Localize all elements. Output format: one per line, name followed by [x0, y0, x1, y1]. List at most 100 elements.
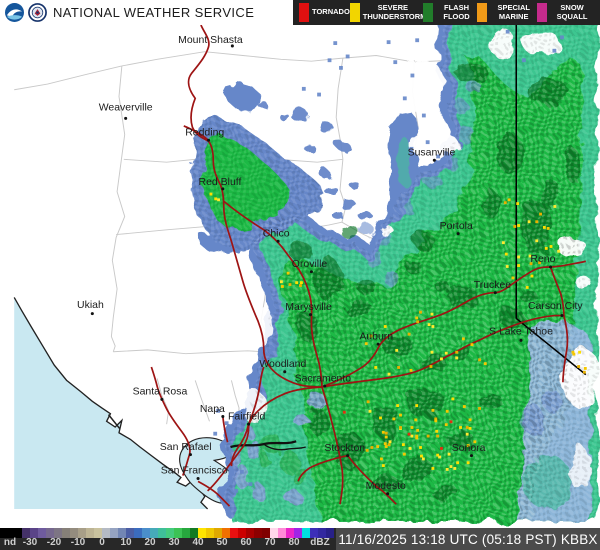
radar-map[interactable]: Mount Shasta Weaverville Redding Red Bluff S…	[0, 25, 600, 528]
colorbar-tick: 0	[99, 537, 105, 548]
state-border-ca-nv	[515, 25, 587, 376]
colorbar-segment	[198, 528, 206, 538]
warning-label: SNOW SQUALL	[556, 3, 588, 21]
city-label: San Francisco	[161, 466, 228, 477]
city-dot	[493, 291, 497, 295]
city-label: Red Bluff	[199, 177, 242, 188]
city-label: Marysville	[285, 302, 332, 313]
timestamp-text: 11/16/2025 13:18 UTC (05:18 PST) KBBX	[338, 531, 598, 547]
warning-swatch	[422, 3, 433, 22]
colorbar-ticks: nd -30 -20 -10 0 10 20 30 40 50 60 70 80 dBZ	[0, 537, 336, 550]
city-label: Fairfield	[228, 411, 265, 422]
city-label: Ukiah	[77, 300, 104, 311]
colorbar-segment	[54, 528, 62, 538]
colorbar-segment	[150, 528, 158, 538]
colorbar-segment	[206, 528, 214, 538]
city-label: Modesto	[366, 481, 406, 492]
colorbar-segment	[182, 528, 190, 538]
colorbar-segment	[70, 528, 78, 538]
colorbar-segment	[278, 528, 286, 538]
colorbar-segment	[102, 528, 110, 538]
highways	[150, 25, 587, 507]
pacific-ocean	[14, 297, 208, 509]
colorbar-segments	[0, 528, 336, 538]
colorbar-segment	[94, 528, 102, 538]
warning-item-severe-thunderstorm: SEVERE THUNDERSTORM	[349, 3, 426, 22]
city-label: Susanville	[408, 148, 456, 159]
colorbar-tick: -20	[46, 537, 62, 548]
city-label: S Lake Tahoe	[489, 327, 553, 338]
city-dot	[124, 116, 128, 120]
city-dot	[207, 138, 211, 142]
warning-label: SPECIAL MARINE	[497, 3, 530, 21]
city-label: Weaverville	[99, 103, 153, 114]
colorbar-segment	[254, 528, 262, 538]
colorbar-segment	[190, 528, 198, 538]
city-label: Redding	[185, 128, 224, 139]
warning-swatch	[537, 3, 548, 22]
city-dot	[456, 232, 460, 236]
colorbar-tick: -10	[70, 537, 86, 548]
radar-precipitation-layer	[191, 25, 600, 522]
city-dot	[188, 453, 192, 457]
city-label: Auburn	[359, 331, 393, 342]
agency-brand	[0, 3, 47, 22]
colorbar-segment	[166, 528, 174, 538]
city-dot	[376, 342, 380, 346]
city-label: Truckee	[474, 280, 512, 291]
warning-swatch	[349, 3, 360, 22]
reflectivity-colorbar: nd -30 -20 -10 0 10 20 30 40 50 60 70 80 dBZ	[0, 528, 336, 550]
colorbar-segment	[46, 528, 54, 538]
city-label: Mount Shasta	[178, 35, 243, 46]
warning-item-flash-flood: FLASH FLOOD	[422, 3, 477, 22]
city-label: Stockton	[324, 443, 365, 454]
header-bar: NATIONAL WEATHER SERVICE TORNADO SEVERE T…	[0, 0, 600, 25]
coastline	[13, 297, 209, 510]
city-dot	[519, 338, 523, 342]
city-dot	[160, 397, 164, 401]
colorbar-segment	[110, 528, 118, 538]
tomales-bay	[107, 414, 121, 430]
colorbar-segment	[238, 528, 246, 538]
warning-swatch	[477, 3, 488, 22]
city-dot	[276, 239, 280, 243]
city-labels: Mount Shasta Weaverville Redding Red Bluff S…	[77, 35, 583, 496]
city-dot	[386, 492, 390, 496]
colorbar-segment	[294, 528, 302, 538]
colorbar-segment	[230, 528, 238, 538]
colorbar-segment	[118, 528, 126, 538]
city-label: Santa Rosa	[133, 387, 188, 398]
city-dot	[549, 265, 553, 269]
warning-item-tornado: TORNADO	[299, 3, 350, 22]
city-label: Sacramento	[295, 373, 352, 384]
colorbar-tick: 70	[264, 537, 276, 548]
city-dot	[346, 454, 350, 458]
warning-item-special-marine: SPECIAL MARINE	[477, 3, 537, 22]
colorbar-segment	[38, 528, 46, 538]
colorbar-segment	[270, 528, 278, 538]
warning-swatch	[299, 3, 309, 22]
city-dot	[90, 312, 94, 316]
city-label: Oroville	[292, 259, 328, 270]
colorbar-segment	[174, 528, 182, 538]
colorbar-segment	[86, 528, 94, 538]
city-label: Portola	[440, 221, 473, 232]
colorbar-tick: 30	[168, 537, 180, 548]
colorbar-segment	[78, 528, 86, 538]
warning-label: FLASH FLOOD	[443, 3, 470, 21]
colorbar-tick: 10	[120, 537, 132, 548]
warning-item-snow-squall: SNOW SQUALL	[537, 3, 594, 22]
commerce-seal-icon	[28, 3, 47, 22]
city-dot	[560, 314, 564, 318]
timestamp-bar: 11/16/2025 13:18 UTC (05:18 PST) KBBX	[336, 528, 600, 550]
city-label: Sonora	[452, 443, 486, 454]
colorbar-segment	[326, 528, 334, 538]
city-dot	[309, 270, 313, 274]
colorbar-tick: dBZ	[310, 537, 330, 548]
warning-legend: TORNADO SEVERE THUNDERSTORM FLASH FLOOD SPE…	[293, 0, 600, 25]
colorbar-tick: -30	[22, 537, 38, 548]
colorbar-segment	[126, 528, 134, 538]
colorbar-segment	[262, 528, 270, 538]
colorbar-segment	[0, 528, 22, 538]
delta-waterways-2	[263, 443, 306, 451]
